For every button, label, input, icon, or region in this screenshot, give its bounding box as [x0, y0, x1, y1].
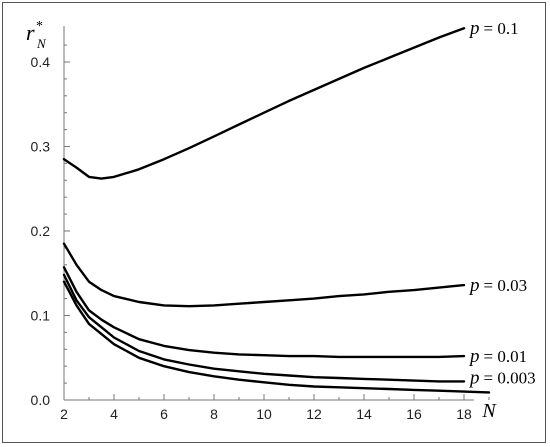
y-axis-label-superscript: *: [36, 19, 43, 34]
x-tick-label: 18: [456, 406, 472, 422]
series-line-1: [62, 242, 466, 308]
series-label-2: p = 0.01: [468, 346, 527, 367]
chart-frame: [2, 2, 546, 443]
axes: 2 4 6 8 10 12 14 16 18 0.0 0.1 0.2 0.3 0.4 r * N N: [26, 19, 497, 422]
x-tick-label: 16: [406, 406, 422, 422]
y-axis-label: r: [26, 20, 35, 45]
x-tick-label: 2: [60, 406, 68, 422]
series-label-0: p = 0.1: [468, 18, 519, 39]
x-tick-label: 6: [160, 406, 168, 422]
curves: [62, 27, 491, 394]
x-tick-label: 10: [256, 406, 272, 422]
x-tick-label: 8: [210, 406, 218, 422]
labels: p = 0.1 p = 0.03 p = 0.01p = 0.003: [468, 18, 536, 388]
x-axis-label: N: [481, 400, 497, 422]
y-tick-label: 0.2: [31, 223, 51, 239]
series-label-3: p = 0.003: [468, 367, 536, 388]
series-line-4: [62, 280, 491, 394]
series-line-3: [62, 273, 466, 383]
x-tick-label: 12: [306, 406, 322, 422]
y-tick-label: 0.0: [31, 392, 51, 408]
series-line-2: [62, 266, 466, 359]
y-tick-label: 0.1: [31, 308, 51, 324]
x-tick-label: 14: [356, 406, 372, 422]
series-line-0: [62, 27, 466, 180]
y-axis-label-subscript: N: [36, 36, 47, 51]
y-tick-label: 0.4: [31, 54, 51, 70]
x-tick-label: 4: [110, 406, 118, 422]
y-tick-label: 0.3: [31, 139, 51, 155]
series-label-1: p = 0.03: [468, 275, 527, 296]
